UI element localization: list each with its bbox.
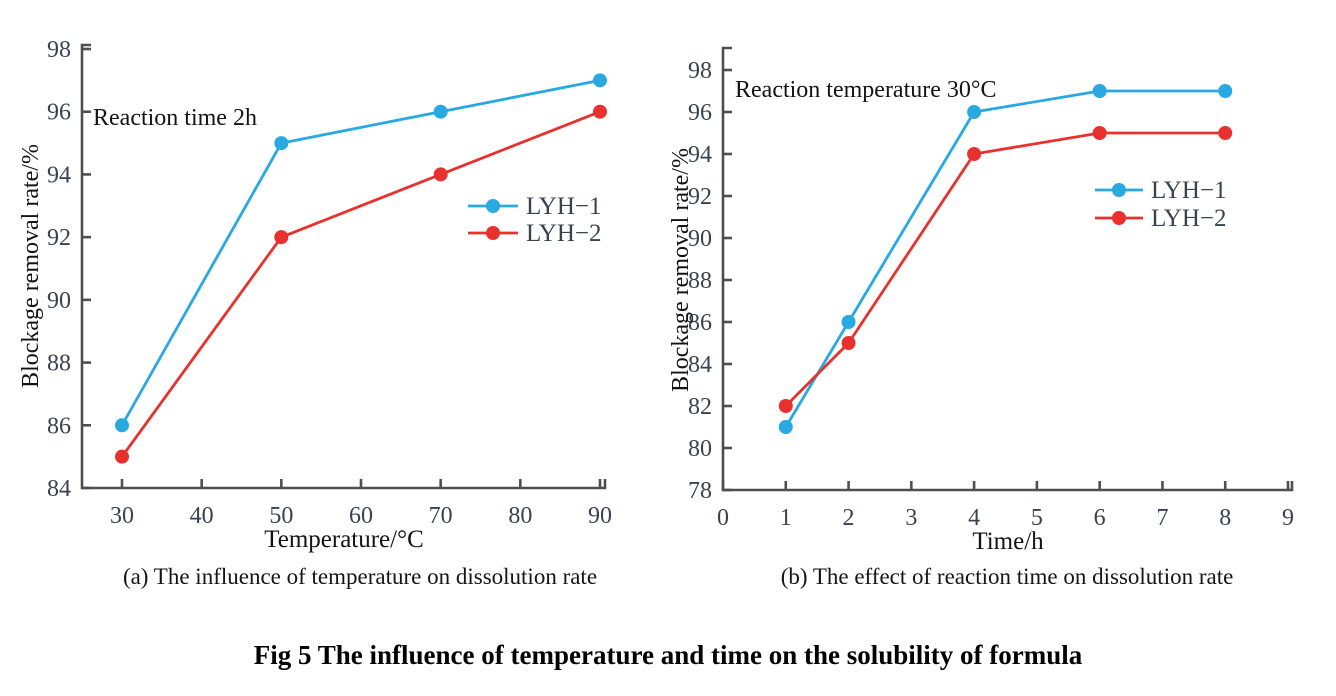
legend-marker <box>1112 211 1126 225</box>
series-line-2 <box>120 110 601 458</box>
data-point <box>433 167 448 182</box>
x-tick-label: 9 <box>1282 505 1294 531</box>
data-point <box>274 230 289 245</box>
legend-label: LYH−2 <box>1151 205 1226 232</box>
data-point <box>433 104 448 119</box>
y-tick-label: 96 <box>47 100 71 126</box>
x-tick-label: 90 <box>588 503 612 529</box>
legend-item: LYH−1 <box>468 193 601 220</box>
x-axis-title: Temperature/°C <box>264 526 424 553</box>
x-tick-label: 7 <box>1156 505 1168 531</box>
y-tick-label: 98 <box>47 37 71 63</box>
y-tick-label: 84 <box>688 352 712 378</box>
y-tick-label: 86 <box>47 413 71 439</box>
legend-marker <box>1112 183 1126 197</box>
y-tick-label: 88 <box>688 268 712 294</box>
chart-annotation: Reaction time 2h <box>93 105 257 131</box>
y-tick-label: 86 <box>688 310 712 336</box>
y-tick-label: 94 <box>47 162 71 188</box>
data-point <box>1092 126 1107 140</box>
data-point <box>778 399 793 413</box>
data-point <box>1092 84 1107 98</box>
y-tick-label: 90 <box>47 288 71 314</box>
chart-a-canvas: 84 86 88 90 92 94 96 98 30 40 50 60 70 80 90 Temperatur… <box>18 37 612 553</box>
data-point <box>967 147 982 161</box>
legend-label: LYH−1 <box>1151 177 1226 204</box>
y-axis-title: Blockage removal rate/% <box>668 148 694 392</box>
x-tick-label: 2 <box>843 505 855 531</box>
x-tick-label: 30 <box>110 503 134 529</box>
data-point <box>593 104 607 119</box>
y-tick-label: 80 <box>688 436 712 462</box>
data-point <box>115 418 129 433</box>
data-point <box>967 105 982 119</box>
y-tick-label: 88 <box>47 351 71 377</box>
data-point <box>841 336 856 350</box>
x-tick-label: 40 <box>190 503 214 529</box>
x-tick-label: 4 <box>968 505 980 531</box>
data-point <box>593 73 607 88</box>
chart-annotation: Reaction temperature 30°C <box>735 77 997 103</box>
caption-chart-a: (a) The influence of temperature on diss… <box>122 564 598 589</box>
x-tick-label: 0 <box>717 505 729 531</box>
y-tick-label: 94 <box>688 142 712 168</box>
x-tick-label: 6 <box>1094 505 1106 531</box>
data-point <box>841 315 856 329</box>
x-axis-title: Time/h <box>972 528 1044 555</box>
data-point <box>1218 126 1233 140</box>
data-point <box>274 136 289 151</box>
legend-item: LYH−1 <box>1095 177 1226 204</box>
series-line-1 <box>120 78 601 426</box>
y-tick-label: 78 <box>688 478 712 504</box>
figure-title: Fig 5 The influence of temperature and t… <box>253 640 1083 670</box>
legend-item: LYH−2 <box>468 220 601 247</box>
x-tick-label: 3 <box>905 505 917 531</box>
legend-label: LYH−1 <box>526 193 601 220</box>
y-tick-label: 82 <box>688 394 712 420</box>
y-tick-label: 84 <box>47 476 71 502</box>
x-tick-label: 5 <box>1031 505 1043 531</box>
y-tick-label: 90 <box>688 226 712 252</box>
x-tick-label: 70 <box>429 503 453 529</box>
x-tick-label: 60 <box>349 503 373 529</box>
caption-chart-b: (b) The effect of reaction time on disso… <box>780 564 1234 589</box>
y-tick-label: 92 <box>47 225 71 251</box>
legend-label: LYH−2 <box>526 220 601 247</box>
data-point <box>115 449 129 464</box>
legend-marker <box>486 199 500 213</box>
series-line-1 <box>784 89 1226 428</box>
legend-marker <box>486 226 500 240</box>
y-tick-label: 92 <box>688 184 712 210</box>
y-axis-title: Blockage removal rate/% <box>18 144 44 388</box>
x-tick-label: 8 <box>1219 505 1231 531</box>
y-tick-label: 96 <box>688 100 712 126</box>
y-tick-label: 98 <box>688 58 712 84</box>
x-tick-label: 50 <box>269 503 293 529</box>
data-point <box>1218 84 1233 98</box>
data-point <box>778 420 793 434</box>
x-tick-label: 80 <box>508 503 532 529</box>
axis-frame <box>721 46 1294 492</box>
legend-item: LYH−2 <box>1095 205 1226 232</box>
series-line-2 <box>784 131 1226 407</box>
x-tick-label: 1 <box>780 505 792 531</box>
